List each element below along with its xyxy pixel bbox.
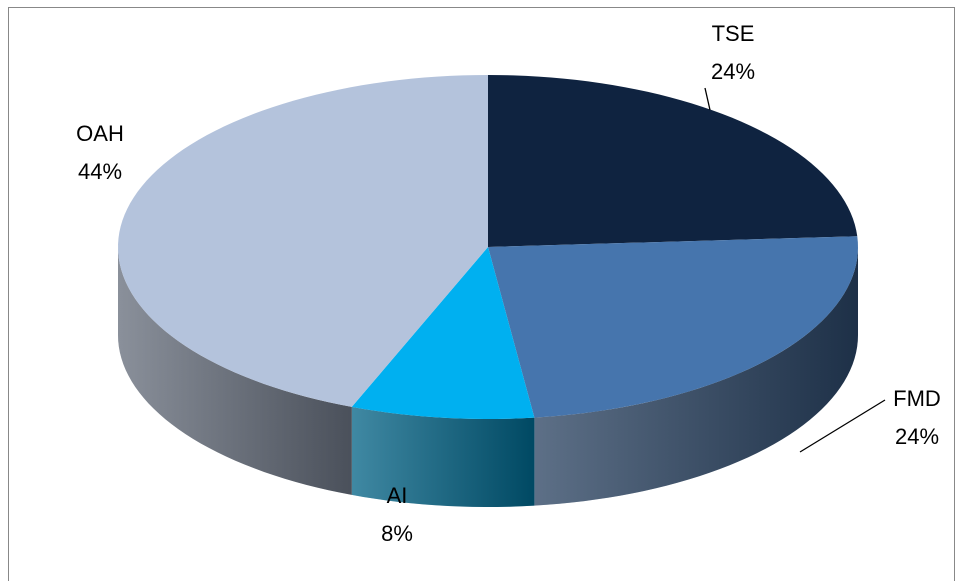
slice-label: AI: [387, 483, 408, 508]
slice-label: FMD: [893, 386, 941, 411]
slice: [488, 236, 858, 418]
slice: [351, 247, 535, 419]
chart-frame: [8, 7, 955, 581]
slice: [488, 75, 858, 247]
slice-label: TSE: [712, 21, 755, 46]
slice-side-shade: [118, 247, 352, 495]
slice-value-label: 44%: [78, 159, 122, 184]
slice-side-shade: [351, 406, 535, 507]
slice: [118, 75, 488, 407]
slice-value-label: 24%: [711, 59, 755, 84]
leader-line: [799, 399, 886, 453]
slice-label: OAH: [76, 121, 124, 146]
slice-value-label: 8%: [381, 521, 413, 546]
slice-value-label: 24%: [895, 424, 939, 449]
slice-side-shade: [534, 247, 858, 506]
leader-line: [704, 87, 711, 111]
